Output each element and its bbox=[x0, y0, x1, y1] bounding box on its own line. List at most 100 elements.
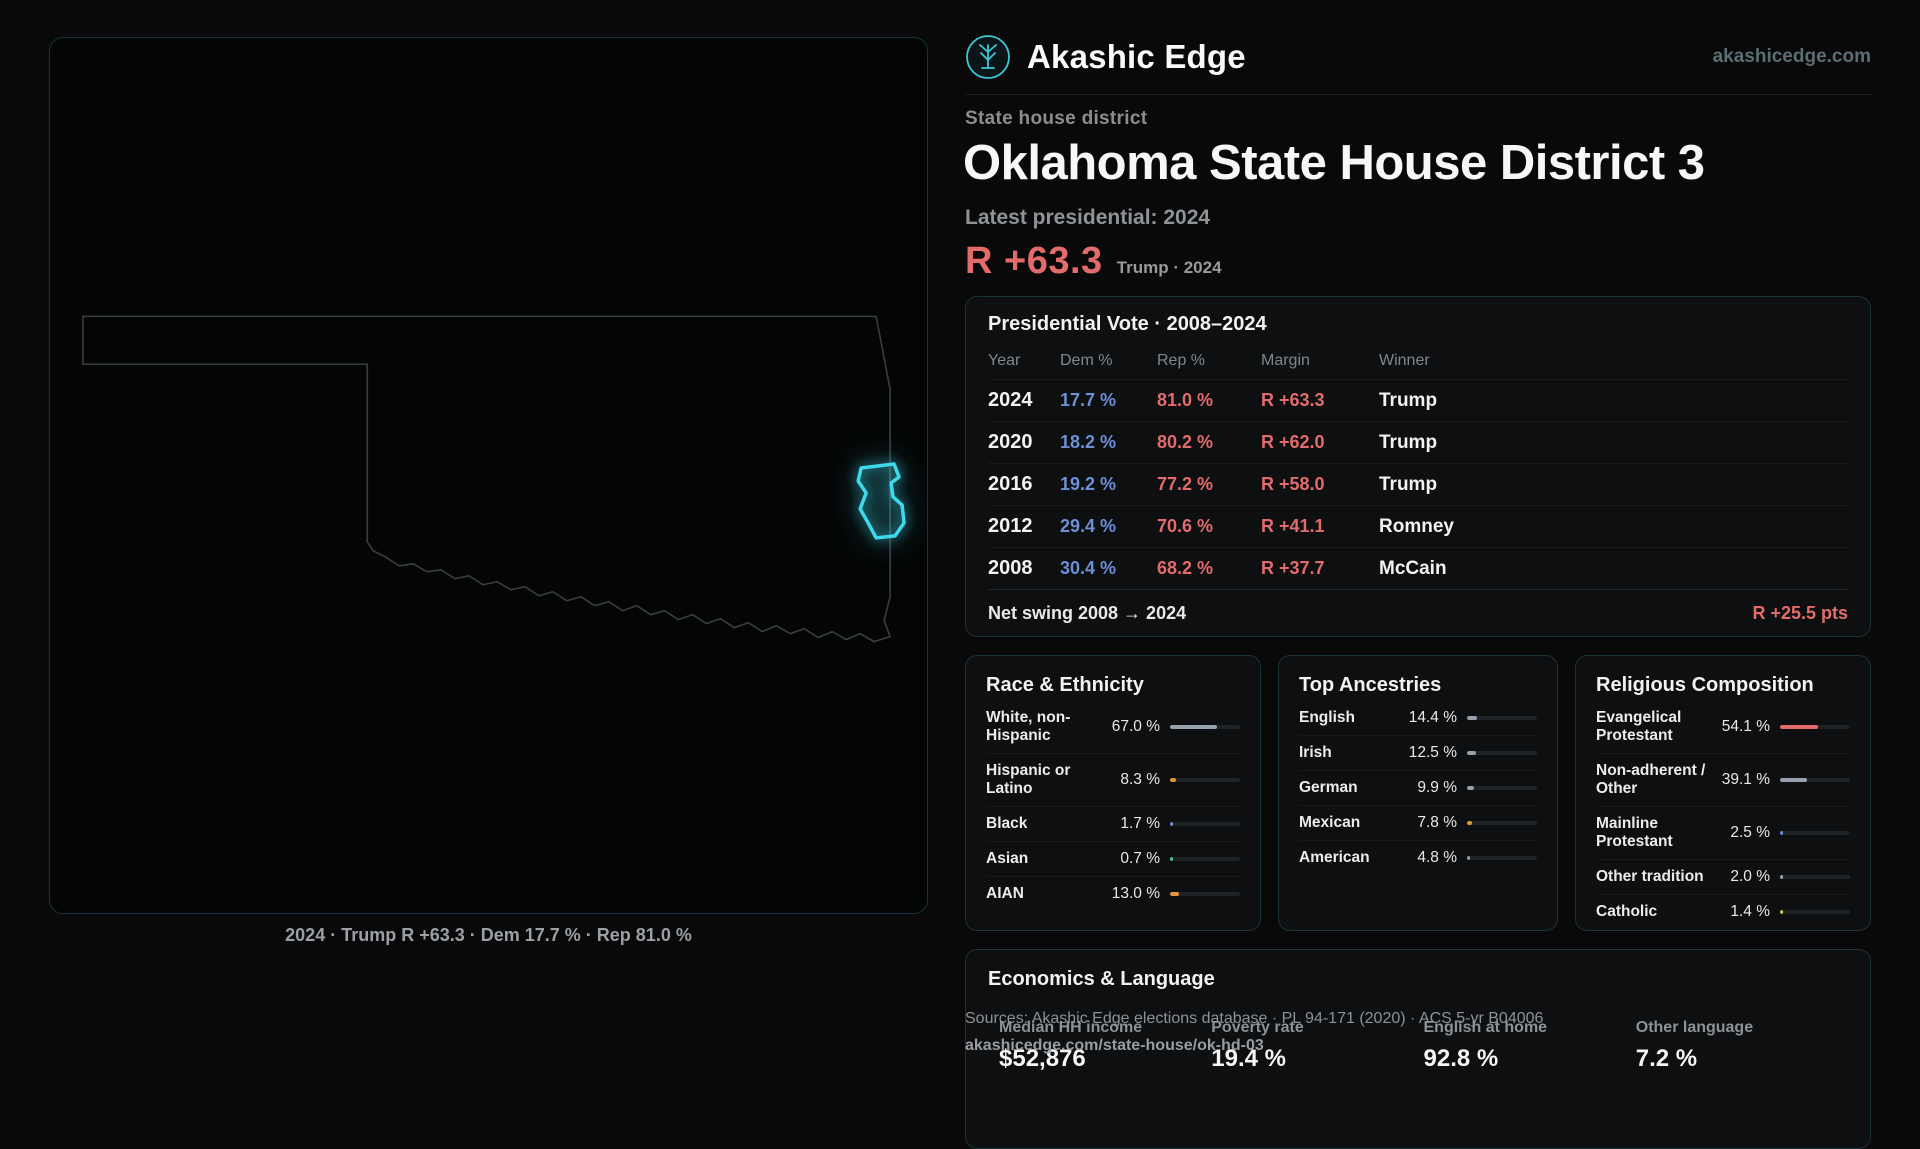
bar-fill bbox=[1780, 910, 1783, 914]
winner-cell: Trump bbox=[1379, 473, 1438, 495]
bar-track bbox=[1467, 751, 1537, 755]
bar-track bbox=[1467, 856, 1537, 860]
demo-row-item: AIAN 13.0 % bbox=[986, 877, 1240, 911]
demo-row-item: Black 1.7 % bbox=[986, 807, 1240, 842]
demo-row-item: Other tradition 2.0 % bbox=[1596, 860, 1850, 895]
top-ancestries-card: Top Ancestries English 14.4 % Irish 12.5… bbox=[1278, 655, 1558, 931]
demo-row-item: Non-adherent / Other 39.1 % bbox=[1596, 754, 1850, 807]
winner-cell: Trump bbox=[1379, 431, 1438, 453]
permalink[interactable]: akashicedge.com/state-house/ok-hd-03 bbox=[965, 1037, 1264, 1054]
demo-label: White, non-Hispanic bbox=[986, 709, 1071, 744]
year-cell: 2012 bbox=[988, 515, 1033, 537]
demo-row-item: Hispanic or Latino 8.3 % bbox=[986, 754, 1240, 807]
demo-row-item: English 14.4 % bbox=[1299, 701, 1537, 736]
demo-label: Mexican bbox=[1299, 814, 1361, 831]
bar-track bbox=[1780, 831, 1850, 835]
year-cell: 2024 bbox=[988, 389, 1033, 411]
demo-label: German bbox=[1299, 779, 1358, 796]
bar-fill bbox=[1467, 786, 1474, 790]
headline-margin: R +63.3 Trump · 2024 bbox=[965, 240, 1222, 283]
bar-track bbox=[1467, 821, 1537, 825]
bar-track bbox=[1467, 716, 1537, 720]
bar-fill bbox=[1170, 778, 1176, 782]
bar-fill bbox=[1467, 751, 1476, 755]
demo-value: 39.1 % bbox=[1721, 771, 1770, 788]
demo-label: American bbox=[1299, 849, 1370, 866]
margin-cell: R +62.0 bbox=[1261, 432, 1325, 452]
rep-cell: 80.2 % bbox=[1157, 432, 1214, 452]
table-row: 2020 18.2 % 80.2 % R +62.0 Trump bbox=[988, 422, 1848, 464]
demo-value: 2.0 % bbox=[1730, 868, 1770, 885]
religious-composition-card: Religious Composition Evangelical Protes… bbox=[1575, 655, 1871, 931]
demo-label: Evangelical Protestant bbox=[1596, 709, 1682, 744]
bar-track bbox=[1170, 778, 1240, 782]
stat-value: 19.4 % bbox=[1211, 1045, 1286, 1072]
demo-value: 54.1 % bbox=[1721, 718, 1770, 735]
stat-value: 7.2 % bbox=[1635, 1045, 1698, 1072]
site-domain-link[interactable]: akashicedge.com bbox=[1712, 46, 1871, 67]
bar-track bbox=[1170, 892, 1240, 896]
demo-label: Black bbox=[986, 815, 1028, 832]
dem-cell: 29.4 % bbox=[1060, 516, 1117, 536]
demo-value: 8.3 % bbox=[1120, 771, 1160, 788]
bar-fill bbox=[1467, 716, 1478, 720]
bar-track bbox=[1170, 725, 1240, 729]
bar-fill bbox=[1170, 892, 1180, 896]
dem-cell: 30.4 % bbox=[1060, 558, 1117, 578]
bar-track bbox=[1170, 857, 1240, 861]
bar-fill bbox=[1780, 725, 1818, 729]
rep-cell: 68.2 % bbox=[1157, 558, 1214, 578]
margin-cell: R +63.3 bbox=[1261, 390, 1325, 410]
bar-fill bbox=[1170, 725, 1217, 729]
bar-track bbox=[1780, 875, 1850, 879]
kicker-label: State house district bbox=[965, 108, 1148, 129]
demo-row-item: Evangelical Protestant 54.1 % bbox=[1596, 701, 1850, 754]
demo-row-item: Irish 12.5 % bbox=[1299, 736, 1537, 771]
akashic-edge-logo-icon bbox=[966, 35, 1010, 79]
bar-fill bbox=[1467, 821, 1473, 825]
rep-cell: 70.6 % bbox=[1157, 516, 1214, 536]
net-swing-row: Net swing 2008 → 2024 R +25.5 pts bbox=[988, 589, 1848, 624]
year-cell: 2020 bbox=[988, 431, 1033, 453]
demo-row-item: Asian 0.7 % bbox=[986, 842, 1240, 877]
demographics-section: Race & Ethnicity White, non-Hispanic 67.… bbox=[965, 655, 1871, 931]
demo-value: 7.8 % bbox=[1417, 814, 1457, 831]
demo-value: 12.5 % bbox=[1408, 744, 1457, 761]
demo-value: 13.0 % bbox=[1111, 885, 1160, 902]
page-title: Oklahoma State House District 3 bbox=[963, 136, 1705, 190]
bar-fill bbox=[1780, 875, 1783, 879]
race-ethnicity-card: Race & Ethnicity White, non-Hispanic 67.… bbox=[965, 655, 1261, 931]
sources-footer: Sources: Akashic Edge elections database… bbox=[965, 1005, 1543, 1059]
net-swing-value: R +25.5 pts bbox=[1752, 603, 1848, 623]
stat-label: Median HH income bbox=[999, 1019, 1143, 1036]
demo-row-item: German 9.9 % bbox=[1299, 771, 1537, 806]
state-outline bbox=[82, 315, 891, 643]
stat-english-at-home: English at home 92.8 % bbox=[1424, 1019, 1636, 1073]
demo-label: AIAN bbox=[986, 885, 1024, 902]
dem-cell: 18.2 % bbox=[1060, 432, 1117, 452]
stat-median-income: Median HH income $52,876 bbox=[999, 1019, 1211, 1073]
bar-fill bbox=[1780, 831, 1783, 835]
stat-label: Poverty rate bbox=[1211, 1019, 1304, 1036]
rep-cell: 77.2 % bbox=[1157, 474, 1214, 494]
bar-track bbox=[1780, 725, 1850, 729]
demo-label: English bbox=[1299, 709, 1355, 726]
headline-margin-note: Trump · 2024 bbox=[1116, 258, 1222, 277]
sources-line: Sources: Akashic Edge elections database… bbox=[965, 1010, 1544, 1027]
winner-cell: Trump bbox=[1379, 389, 1438, 411]
bar-fill bbox=[1467, 856, 1471, 860]
bar-track bbox=[1780, 778, 1850, 782]
brand-name: Akashic Edge bbox=[1027, 38, 1246, 75]
demo-value: 67.0 % bbox=[1111, 718, 1160, 735]
col-margin: Margin bbox=[1261, 352, 1310, 369]
stat-poverty-rate: Poverty rate 19.4 % bbox=[1211, 1019, 1423, 1073]
demo-label: Catholic bbox=[1596, 903, 1658, 920]
table-header-row: Year Dem % Rep % Margin Winner bbox=[988, 342, 1848, 380]
demo-label: Mainline Protestant bbox=[1596, 815, 1673, 850]
year-cell: 2016 bbox=[988, 473, 1033, 495]
bar-fill bbox=[1170, 822, 1173, 826]
demo-row-item: Mexican 7.8 % bbox=[1299, 806, 1537, 841]
presidential-vote-card: Presidential Vote · 2008–2024 Year Dem %… bbox=[965, 296, 1871, 637]
net-swing-label: Net swing 2008 → 2024 bbox=[988, 603, 1187, 623]
district-3-shape[interactable] bbox=[856, 462, 906, 540]
